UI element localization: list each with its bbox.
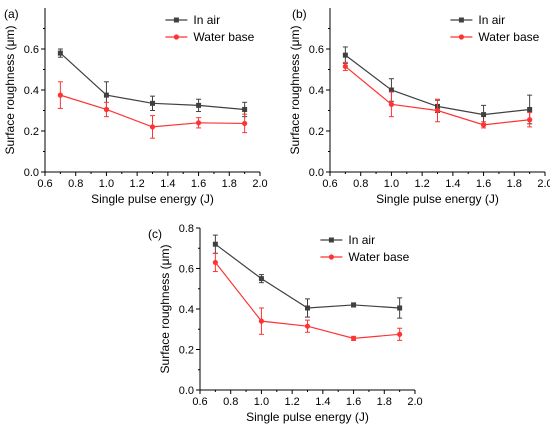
data-point <box>480 122 487 128</box>
data-point <box>212 259 218 266</box>
data-point <box>304 323 311 329</box>
data-point <box>388 87 394 93</box>
legend-marker <box>458 34 464 40</box>
series-water-base <box>57 81 248 139</box>
legend-marker <box>328 237 334 243</box>
legend-label: Water base <box>348 250 409 264</box>
data-point <box>351 302 357 308</box>
y-tick-label: 0.6 <box>179 264 194 276</box>
data-point <box>388 101 395 107</box>
data-point <box>195 120 202 126</box>
data-point <box>242 120 248 127</box>
data-point <box>527 106 533 112</box>
data-point <box>258 318 265 324</box>
legend-marker <box>173 34 179 40</box>
x-tick-label: 2.0 <box>537 178 550 190</box>
legend-marker <box>458 17 464 23</box>
x-tick-label: 1.6 <box>346 396 361 408</box>
data-point <box>434 107 441 114</box>
y-axis-title: Surface roughness (μm) <box>288 26 302 155</box>
x-tick-label: 1.0 <box>99 178 114 190</box>
legend-label: Water base <box>193 30 254 44</box>
y-tick-label: 0.2 <box>179 345 194 357</box>
x-tick-label: 0.8 <box>223 396 238 408</box>
x-tick-label: 1.8 <box>377 396 392 408</box>
x-tick-label: 1.6 <box>191 178 206 190</box>
data-point <box>342 52 348 58</box>
x-tick-label: 0.8 <box>68 178 83 190</box>
y-axis-title: Surface roughness (μm) <box>158 245 172 374</box>
x-tick-label: 1.6 <box>476 178 491 190</box>
legend-marker <box>328 254 334 260</box>
x-tick-label: 1.2 <box>129 178 144 190</box>
x-tick-label: 0.8 <box>353 178 368 190</box>
data-point <box>57 92 63 98</box>
y-tick-label: 0.0 <box>24 167 39 179</box>
panel-label: (a) <box>4 7 19 21</box>
x-axis-title: Single pulse energy (J) <box>91 192 214 206</box>
panel-1: (b) 0.6 0.8 1.0 1.2 1.4 1.6 1.8 2.0 0.0 0.2 0.4 0.6 S… <box>288 7 550 206</box>
panel-2: (c) 0.6 0.8 1.0 1.2 1.4 1.6 1.8 2.0 0.0 0.2 0.4 0.6 0… <box>148 223 423 424</box>
x-tick-label: 1.4 <box>315 396 330 408</box>
x-tick-label: 1.4 <box>160 178 175 190</box>
x-axis-title: Single pulse energy (J) <box>376 192 499 206</box>
series-in-air <box>57 48 248 118</box>
data-point <box>150 100 155 106</box>
panel-0: (a) 0.6 0.8 1.0 1.2 1.4 1.6 1.8 2.0 0.0 0.2 0.4 0.6 S… <box>3 7 268 206</box>
y-tick-label: 0.0 <box>309 167 324 179</box>
legend-label: In air <box>478 13 505 27</box>
y-tick-label: 0.4 <box>179 304 194 316</box>
x-tick-label: 1.0 <box>384 178 399 190</box>
series-water-base <box>212 252 403 341</box>
x-tick-label: 2.0 <box>407 396 422 408</box>
data-point <box>103 106 110 113</box>
x-tick-label: 1.2 <box>414 178 429 190</box>
data-point <box>305 305 310 311</box>
data-point <box>342 63 348 70</box>
data-point <box>212 241 218 247</box>
data-point <box>350 335 357 341</box>
x-tick-label: 1.8 <box>507 178 522 190</box>
x-tick-label: 1.4 <box>445 178 460 190</box>
data-point <box>397 305 403 311</box>
data-point <box>397 331 403 337</box>
y-axis-title: Surface roughness (μm) <box>3 26 17 155</box>
y-tick-label: 0.4 <box>24 85 39 97</box>
y-tick-label: 0.6 <box>24 44 39 56</box>
data-point <box>481 112 487 118</box>
x-axis-title: Single pulse energy (J) <box>246 410 369 424</box>
legend-label: In air <box>193 13 220 27</box>
x-tick-label: 1.2 <box>284 396 299 408</box>
x-tick-label: 0.6 <box>37 178 52 190</box>
legend-label: Water base <box>478 30 539 44</box>
y-tick-label: 0.2 <box>24 126 39 138</box>
data-point <box>242 106 248 112</box>
x-tick-label: 0.6 <box>192 396 207 408</box>
x-tick-label: 1.0 <box>254 396 269 408</box>
data-point <box>57 50 63 56</box>
series-water-base <box>342 61 533 129</box>
panel-label: (c) <box>148 227 162 241</box>
legend-label: In air <box>348 233 375 247</box>
x-tick-label: 0.6 <box>322 178 337 190</box>
y-tick-label: 0.0 <box>179 385 194 397</box>
x-tick-label: 1.8 <box>222 178 237 190</box>
series-in-air <box>212 234 403 319</box>
legend-marker <box>173 17 179 23</box>
data-point <box>258 276 264 282</box>
panel-label: (b) <box>292 7 307 21</box>
y-tick-label: 0.2 <box>309 126 324 138</box>
y-tick-label: 0.4 <box>309 85 324 97</box>
data-point <box>196 102 202 108</box>
y-tick-label: 0.6 <box>309 44 324 56</box>
data-point <box>149 124 156 130</box>
data-point <box>527 117 533 123</box>
y-tick-label: 0.8 <box>179 223 194 235</box>
x-tick-label: 2.0 <box>252 178 267 190</box>
data-point <box>103 92 109 98</box>
